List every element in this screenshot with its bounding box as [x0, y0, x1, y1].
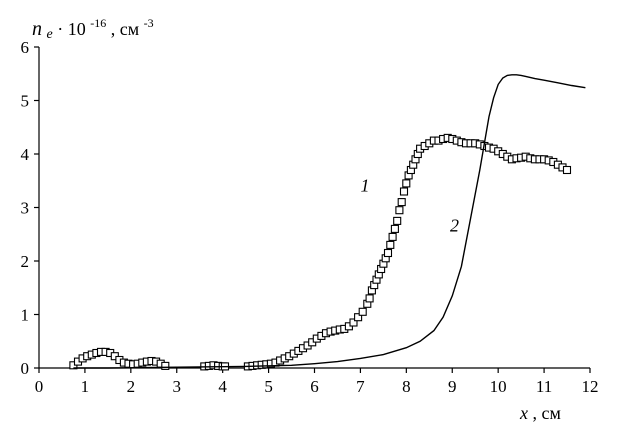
- series-1-markers: [69, 133, 572, 371]
- y-tick-label: 6: [21, 38, 30, 57]
- x-axis-label: x , см: [519, 403, 561, 423]
- series: [69, 74, 586, 371]
- x-tick-label: 6: [310, 377, 319, 396]
- x-label-var: x: [519, 403, 528, 423]
- y-axis-label: n e · 10 -16 , см -3: [32, 11, 154, 42]
- y-label-unit: , см: [111, 19, 139, 39]
- y-tick-label: 4: [21, 145, 30, 164]
- data-point: [388, 232, 397, 241]
- y-label-var: n: [32, 18, 42, 40]
- x-tick-label: 12: [582, 377, 599, 396]
- x-tick-label: 4: [218, 377, 227, 396]
- y-ticks: 0 1 2 3 4 5 6: [21, 38, 39, 378]
- curve-label-1: 1: [361, 175, 370, 195]
- data-point: [402, 179, 411, 188]
- data-point: [562, 165, 572, 175]
- x-tick-label: 0: [35, 377, 44, 396]
- x-tick-label: 9: [448, 377, 457, 396]
- x-tick-label: 10: [490, 377, 507, 396]
- curve-label-2: 2: [450, 216, 459, 236]
- y-label-sub: e: [47, 27, 53, 42]
- data-point: [395, 206, 404, 215]
- y-label-mid: · 10: [57, 19, 86, 39]
- y-tick-label: 2: [21, 252, 30, 271]
- x-tick-label: 8: [402, 377, 411, 396]
- data-point: [349, 318, 358, 327]
- x-tick-label: 2: [127, 377, 136, 396]
- x-tick-label: 3: [173, 377, 182, 396]
- data-point: [386, 240, 395, 249]
- y-label-unit-exp: -3: [144, 16, 154, 30]
- x-tick-label: 11: [536, 377, 552, 396]
- y-tick-label: 5: [21, 92, 30, 111]
- data-point: [354, 313, 363, 322]
- axes: [38, 47, 590, 369]
- data-point: [397, 198, 406, 207]
- x-tick-label: 7: [356, 377, 365, 396]
- x-ticks: 0 1 2 3 4 5 6 7 8 9 10 11 12: [35, 368, 599, 396]
- data-point: [161, 361, 170, 370]
- y-tick-label: 3: [21, 199, 30, 218]
- series-2-line: [73, 74, 586, 369]
- data-point: [390, 224, 399, 233]
- y-tick-label: 0: [21, 359, 30, 378]
- y-tick-label: 1: [21, 306, 30, 325]
- data-point: [399, 187, 409, 196]
- data-point: [383, 248, 393, 258]
- y-label-exp: -16: [90, 16, 106, 30]
- data-point: [393, 216, 402, 225]
- data-point: [358, 307, 367, 316]
- x-label-unit: , см: [533, 403, 561, 423]
- annotations: 12: [361, 175, 460, 235]
- x-tick-label: 5: [264, 377, 273, 396]
- data-point: [365, 294, 374, 303]
- x-tick-label: 1: [81, 377, 90, 396]
